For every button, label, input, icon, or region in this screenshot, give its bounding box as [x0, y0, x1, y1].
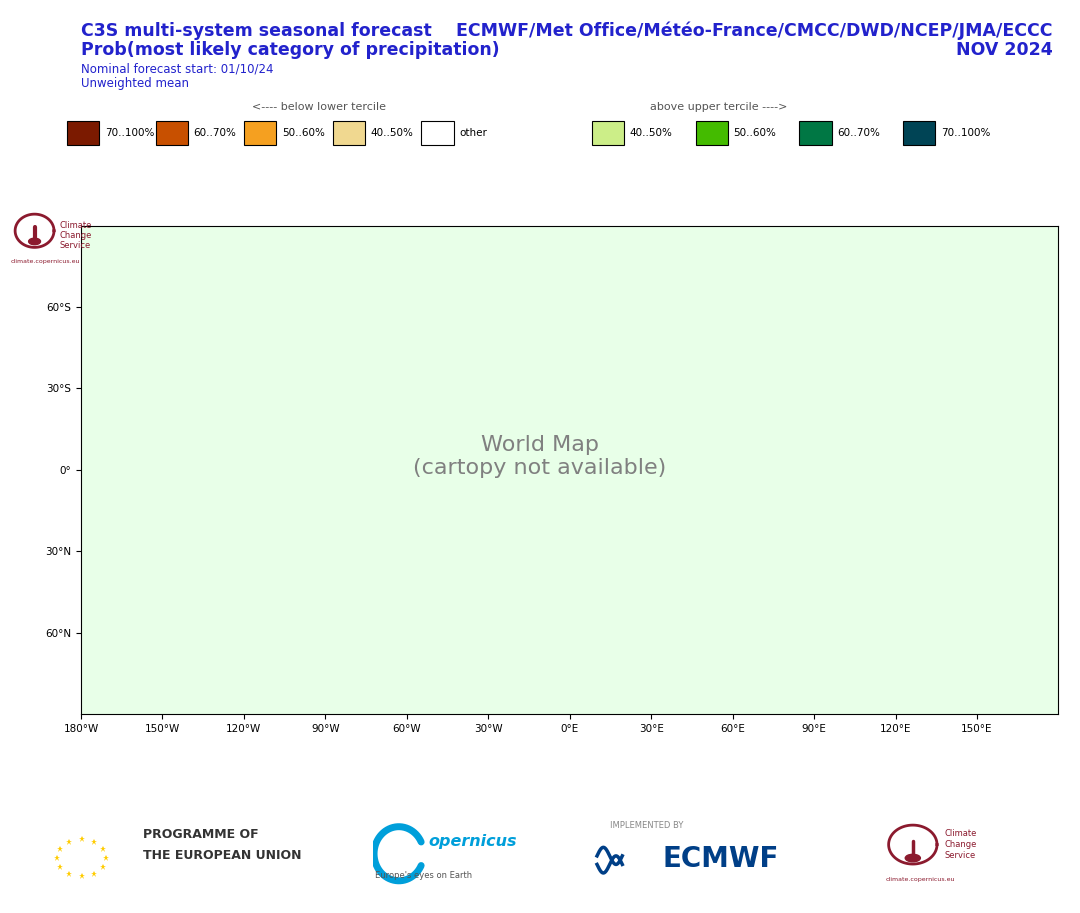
- Text: Climate: Climate: [59, 221, 92, 230]
- Text: Unweighted mean: Unweighted mean: [81, 77, 189, 89]
- Text: Nominal forecast start: 01/10/24: Nominal forecast start: 01/10/24: [81, 62, 273, 75]
- Circle shape: [905, 855, 920, 862]
- Text: climate.copernicus.eu: climate.copernicus.eu: [886, 876, 955, 882]
- Text: Change: Change: [945, 840, 977, 849]
- Text: IMPLEMENTED BY: IMPLEMENTED BY: [610, 821, 684, 830]
- Text: Prob(most likely category of precipitation): Prob(most likely category of precipitati…: [81, 41, 500, 59]
- Text: above upper tercile ---->: above upper tercile ---->: [649, 102, 787, 112]
- Text: other: other: [459, 128, 487, 138]
- Text: PROGRAMME OF: PROGRAMME OF: [143, 828, 258, 841]
- Text: NOV 2024: NOV 2024: [956, 41, 1053, 59]
- Text: climate.copernicus.eu: climate.copernicus.eu: [11, 258, 80, 264]
- Text: 50..60%: 50..60%: [733, 128, 777, 138]
- Text: World Map
(cartopy not available): World Map (cartopy not available): [414, 435, 666, 478]
- Text: <---- below lower tercile: <---- below lower tercile: [252, 102, 386, 112]
- Text: Change: Change: [59, 231, 92, 240]
- Text: Service: Service: [945, 851, 976, 860]
- Text: opernicus: opernicus: [428, 834, 516, 849]
- Text: C3S multi-system seasonal forecast: C3S multi-system seasonal forecast: [81, 22, 432, 40]
- Text: Service: Service: [59, 241, 91, 250]
- Text: 60..70%: 60..70%: [193, 128, 237, 138]
- Text: 50..60%: 50..60%: [282, 128, 325, 138]
- Text: ECMWF/Met Office/Météo-France/CMCC/DWD/NCEP/JMA/ECCC: ECMWF/Met Office/Météo-France/CMCC/DWD/N…: [457, 22, 1053, 40]
- Text: 40..50%: 40..50%: [630, 128, 673, 138]
- Text: Europe's eyes on Earth: Europe's eyes on Earth: [375, 871, 472, 879]
- Text: 40..50%: 40..50%: [370, 128, 414, 138]
- Circle shape: [29, 238, 41, 245]
- Text: 70..100%: 70..100%: [941, 128, 990, 138]
- Text: THE EUROPEAN UNION: THE EUROPEAN UNION: [143, 849, 301, 862]
- Text: Climate: Climate: [945, 829, 977, 838]
- Text: ECMWF: ECMWF: [662, 845, 779, 874]
- Text: 60..70%: 60..70%: [837, 128, 880, 138]
- Text: 70..100%: 70..100%: [105, 128, 154, 138]
